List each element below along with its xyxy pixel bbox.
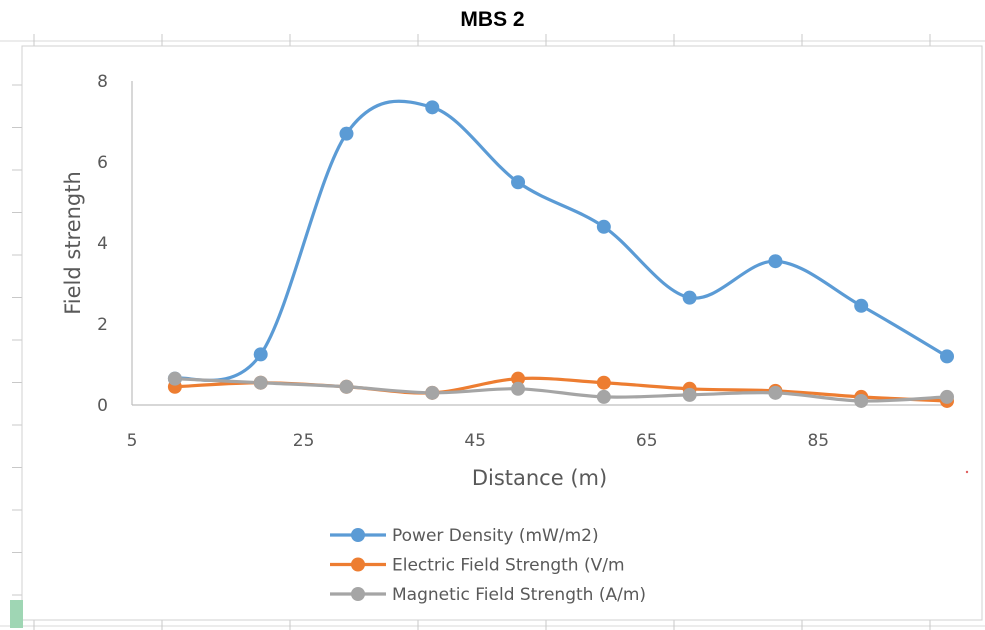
data-point-magnetic-field-strength-a-m [511,381,526,396]
data-point-magnetic-field-strength-a-m [596,389,611,404]
data-point-power-density-mw-m2 [511,175,526,190]
x-tick-label: 65 [636,431,658,451]
page-title: MBS 2 [460,8,525,31]
legend-label: Power Density (mW/m2) [392,526,599,546]
data-point-magnetic-field-strength-a-m [768,385,783,400]
data-point-magnetic-field-strength-a-m [425,385,440,400]
data-point-power-density-mw-m2 [425,100,440,115]
x-tick-label: 5 [127,431,138,451]
x-tick-label: 45 [464,431,486,451]
series-line-magnetic-field-strength-a-m [173,377,949,403]
x-tick-label: 85 [807,431,829,451]
series-line-power-density-mw-m2 [173,99,949,382]
data-point-power-density-mw-m2 [854,298,869,313]
y-tick-label: 0 [97,396,108,416]
data-point-power-density-mw-m2 [768,254,783,269]
chart-area [21,45,983,621]
data-point-magnetic-field-strength-a-m [339,379,354,394]
legend-marker [351,528,365,542]
legend-label: Magnetic Field Strength (A/m) [392,585,646,605]
stray-dot [965,470,969,474]
legend-marker [351,587,365,601]
legend-marker [351,557,365,572]
data-point-power-density-mw-m2 [253,347,268,362]
data-point-magnetic-field-strength-a-m [854,393,869,408]
data-point-magnetic-field-strength-a-m [167,371,182,386]
data-point-power-density-mw-m2 [339,126,354,141]
sheet-tab[interactable] [10,600,23,628]
data-point-power-density-mw-m2 [596,219,611,234]
data-point-magnetic-field-strength-a-m [682,387,697,402]
x-axis-title: Distance (m) [472,466,607,490]
legend-label: Electric Field Strength (V/m [392,556,625,576]
data-point-magnetic-field-strength-a-m [253,375,268,390]
data-point-magnetic-field-strength-a-m [940,389,954,404]
y-axis-title: Field strength [61,171,85,315]
y-tick-label: 8 [97,72,108,92]
data-point-electric-field-strength-v-m [511,371,526,386]
y-tick-label: 4 [97,234,108,254]
x-tick-label: 25 [293,431,315,451]
data-point-power-density-mw-m2 [940,349,954,364]
data-point-power-density-mw-m2 [682,290,697,305]
y-tick-label: 6 [97,153,108,173]
y-tick-label: 2 [97,315,108,335]
data-point-electric-field-strength-v-m [596,375,611,390]
